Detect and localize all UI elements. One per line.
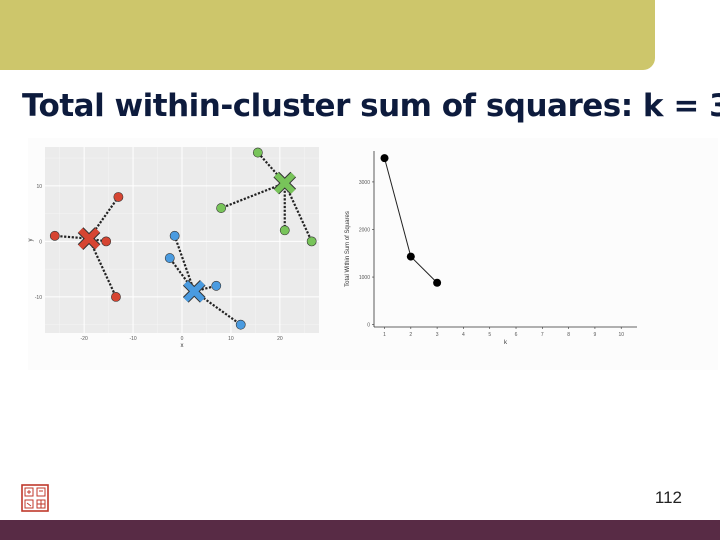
data-point	[101, 236, 112, 247]
data-point	[211, 280, 222, 291]
data-point	[406, 252, 415, 261]
x-tick-label: 4	[462, 332, 465, 338]
y-tick-label: -10	[35, 295, 42, 301]
x-tick-label: -10	[129, 336, 136, 342]
y-tick-label: 3000	[359, 180, 370, 186]
x-tick-label: 10	[228, 336, 234, 342]
data-point	[113, 192, 124, 202]
y-tick-label: 0	[367, 323, 370, 329]
x-tick-label: 6	[515, 332, 518, 338]
x-tick-label: -20	[81, 336, 88, 342]
university-seal-logo	[21, 484, 49, 512]
y-tick-label: 2000	[359, 227, 370, 233]
y-axis-label: Total Within Sum of Squares	[345, 211, 351, 287]
cluster-scatter-plot: -20 -10 0 10 20 -10 0 10 x y	[28, 147, 319, 349]
elbow-line-chart: 0 1000 2000 3000 1 2 3 4 5 6 7 8 9 10 k Total Within Su…	[345, 151, 637, 346]
x-tick-label: 3	[436, 332, 439, 338]
x-tick-label: 7	[541, 332, 544, 338]
data-point	[164, 253, 175, 263]
x-tick-label: 10	[618, 332, 624, 338]
data-point	[433, 278, 442, 287]
data-point	[216, 203, 227, 213]
data-point	[306, 236, 317, 247]
data-point	[49, 230, 60, 241]
content-panel: -20 -10 0 10 20 -10 0 10 x y 0 1000 2000 3000 1 2 3 4 5 6 7…	[28, 138, 718, 370]
centroid-marker	[183, 280, 205, 302]
x-axis-label: x	[181, 343, 184, 349]
x-tick-label: 8	[567, 332, 570, 338]
distance-line	[257, 151, 286, 184]
x-tick-label: 0	[181, 336, 184, 342]
centroid-marker	[78, 227, 100, 250]
data-point	[380, 154, 389, 163]
x-tick-label: 1	[383, 332, 386, 338]
x-tick-label: 2	[409, 332, 412, 338]
distance-line	[283, 182, 313, 242]
data-point	[111, 292, 121, 302]
data-point	[169, 230, 180, 241]
header-bar	[0, 0, 655, 70]
distance-line	[88, 237, 107, 243]
y-axis-label: y	[28, 239, 34, 242]
slide-title: Total within-cluster sum of squares: k =…	[22, 88, 720, 124]
data-point	[279, 225, 290, 236]
x-tick-label: 20	[277, 336, 283, 342]
distance-line	[88, 238, 117, 298]
centroid-marker	[274, 172, 296, 194]
data-point	[235, 319, 246, 330]
y-tick-label: 10	[36, 184, 42, 190]
page-number: 112	[654, 488, 682, 507]
x-axis-label: k	[504, 340, 508, 346]
x-tick-label: 5	[488, 332, 491, 338]
y-tick-label: 1000	[359, 275, 370, 281]
footer-bar	[0, 520, 720, 540]
y-tick-label: 0	[39, 239, 42, 245]
series-line	[384, 158, 438, 284]
data-point	[252, 147, 263, 158]
x-tick-label: 9	[594, 332, 597, 338]
distance-line	[168, 257, 196, 293]
